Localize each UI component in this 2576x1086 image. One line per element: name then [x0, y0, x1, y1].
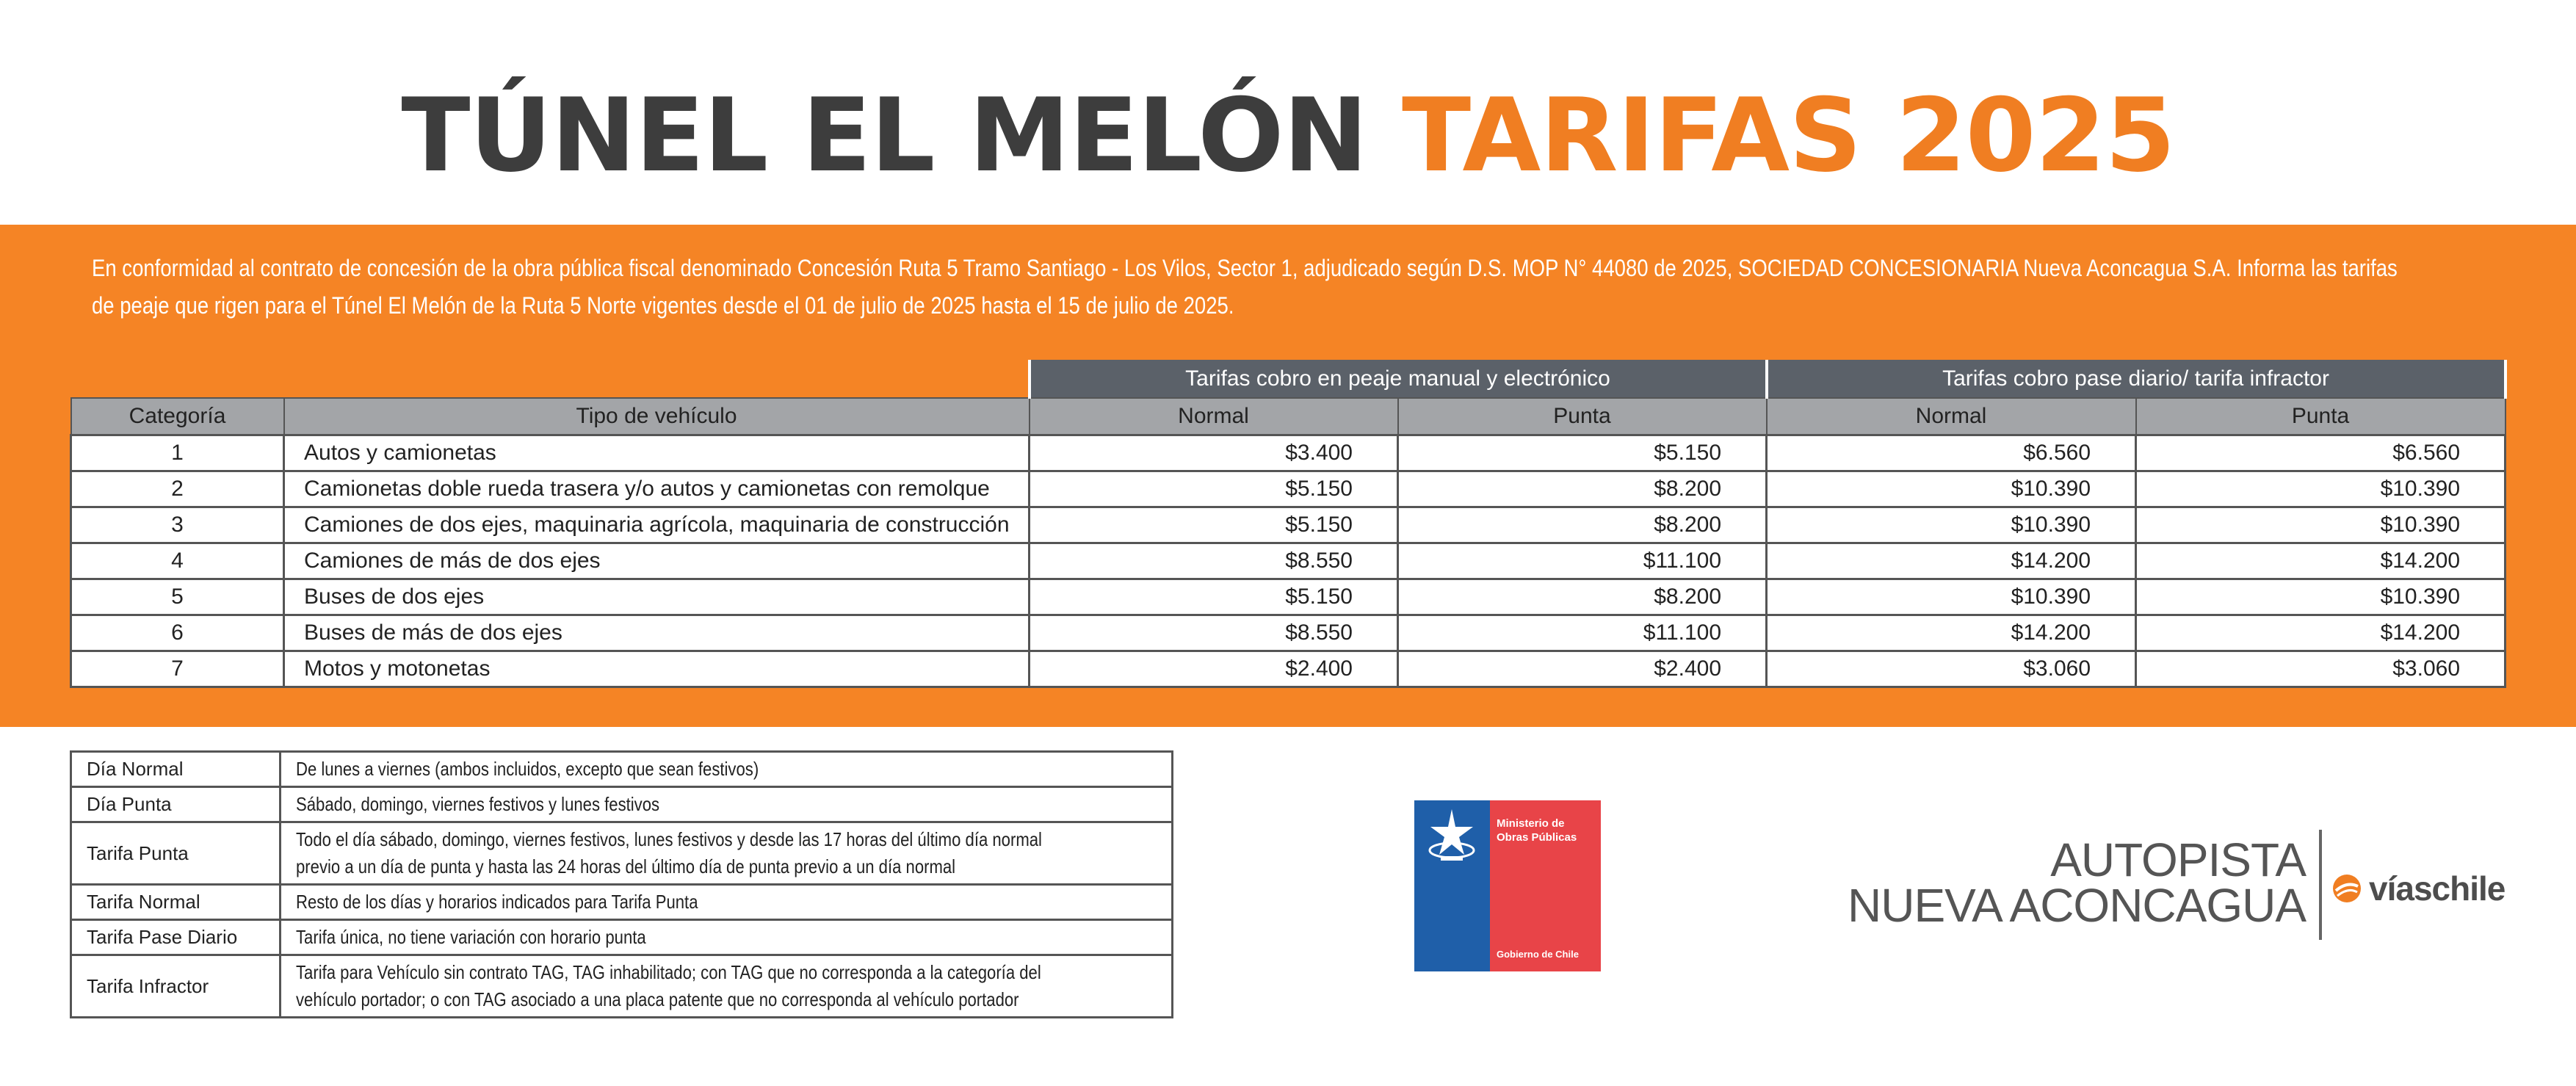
definition-term: Tarifa Punta: [70, 821, 281, 886]
page-title: TÚNEL EL MELÓN TARIFAS 2025: [0, 77, 2576, 195]
cell-category: 2: [70, 470, 285, 508]
cell-manual-punta: $8.200: [1396, 578, 1768, 616]
fare-column-header-row: Categoría Tipo de vehículo Normal Punta …: [70, 397, 2506, 436]
table-row: 6 Buses de más de dos ejes $8.550 $11.10…: [70, 614, 2507, 652]
cell-vehicle-type: Motos y motonetas: [283, 650, 1030, 688]
cell-manual-normal: $2.400: [1028, 650, 1399, 688]
title-part-tarifas: TARIFAS 2025: [1402, 76, 2176, 195]
cell-vehicle-type: Camiones de dos ejes, maquinaria agrícol…: [283, 506, 1030, 544]
header-categoria: Categoría: [70, 397, 285, 436]
ministry-name: Ministerio de Obras Públicas: [1497, 817, 1577, 844]
cell-pase-normal: $3.060: [1765, 650, 2138, 688]
definitions-table: Día Normal De lunes a viernes (ambos inc…: [70, 750, 1173, 1018]
cell-manual-punta: $8.200: [1396, 506, 1768, 544]
cell-manual-punta: $5.150: [1396, 434, 1768, 472]
table-row: 2 Camionetas doble rueda trasera y/o aut…: [70, 470, 2507, 508]
table-row: 3 Camiones de dos ejes, maquinaria agríc…: [70, 506, 2507, 544]
table-row: 5 Buses de dos ejes $5.150 $8.200 $10.39…: [70, 578, 2507, 616]
chile-coat-of-arms-icon: [1428, 809, 1475, 861]
government-name: Gobierno de Chile: [1497, 949, 1579, 960]
definition-row: Tarifa Punta Todo el día sábado, domingo…: [70, 821, 1173, 886]
fare-group-header-row: Tarifas cobro en peaje manual y electrón…: [71, 360, 2507, 398]
definition-text: Todo el día sábado, domingo, viernes fes…: [279, 821, 1173, 886]
cell-pase-normal: $14.200: [1765, 614, 2138, 652]
cell-category: 1: [70, 434, 285, 472]
definition-row: Tarifa Pase Diario Tarifa única, no tien…: [70, 919, 1173, 956]
table-row: 4 Camiones de más de dos ejes $8.550 $11…: [70, 542, 2507, 580]
cell-manual-normal: $5.150: [1028, 578, 1399, 616]
cell-pase-punta: $14.200: [2135, 614, 2507, 652]
cell-pase-punta: $14.200: [2135, 542, 2507, 580]
cell-pase-punta: $10.390: [2135, 506, 2507, 544]
cell-pase-normal: $14.200: [1765, 542, 2138, 580]
title-part-tunnel: TÚNEL EL MELÓN: [401, 76, 1368, 195]
viaschile-logo: víaschile: [2331, 866, 2506, 911]
cell-pase-normal: $10.390: [1765, 470, 2138, 508]
cell-pase-normal: $10.390: [1765, 578, 2138, 616]
header-pase-punta: Punta: [2135, 397, 2506, 436]
definition-text: Tarifa para Vehículo sin contrato TAG, T…: [279, 954, 1173, 1018]
cell-manual-normal: $3.400: [1028, 434, 1399, 472]
definition-row: Tarifa Normal Resto de los días y horari…: [70, 883, 1173, 921]
cell-vehicle-type: Camionetas doble rueda trasera y/o autos…: [283, 470, 1030, 508]
cell-category: 3: [70, 506, 285, 544]
definition-text: Sábado, domingo, viernes festivos y lune…: [279, 786, 1173, 823]
definition-text: Resto de los días y horarios indicados p…: [279, 883, 1173, 921]
table-row: 1 Autos y camionetas $3.400 $5.150 $6.56…: [70, 434, 2507, 472]
logo-divider: [2319, 830, 2322, 940]
definition-row: Día Normal De lunes a viernes (ambos inc…: [70, 750, 1173, 788]
viaschile-wordmark: víaschile: [2369, 869, 2506, 908]
cell-vehicle-type: Camiones de más de dos ejes: [283, 542, 1030, 580]
cell-manual-punta: $11.100: [1396, 614, 1768, 652]
cell-manual-normal: $8.550: [1028, 542, 1399, 580]
cell-category: 5: [70, 578, 285, 616]
cell-manual-punta: $8.200: [1396, 470, 1768, 508]
cell-pase-punta: $3.060: [2135, 650, 2507, 688]
intro-line-1: En conformidad al contrato de concesión …: [92, 255, 2398, 281]
definition-term: Día Punta: [70, 786, 281, 823]
header-manual-normal: Normal: [1028, 397, 1399, 436]
cell-vehicle-type: Autos y camionetas: [283, 434, 1030, 472]
table-row: 7 Motos y motonetas $2.400 $2.400 $3.060…: [70, 650, 2507, 688]
definition-term: Día Normal: [70, 750, 281, 788]
autopista-logo-line2: NUEVA ACONCAGUA: [1848, 879, 2307, 932]
cell-pase-normal: $10.390: [1765, 506, 2138, 544]
intro-line-2: de peaje que rigen para el Túnel El Meló…: [92, 292, 1234, 319]
group-header-manual: Tarifas cobro en peaje manual y electrón…: [1027, 360, 1768, 398]
autopista-logo: AUTOPISTA NUEVA ACONCAGUA: [1836, 833, 2307, 932]
autopista-logo-line1: AUTOPISTA: [2050, 833, 2307, 886]
header-tipo-vehiculo: Tipo de vehículo: [283, 397, 1030, 436]
cell-pase-normal: $6.560: [1765, 434, 2138, 472]
definition-term: Tarifa Infractor: [70, 954, 281, 1018]
mop-government-logo: Ministerio de Obras Públicas Gobierno de…: [1414, 800, 1601, 971]
definition-term: Tarifa Normal: [70, 883, 281, 921]
definition-text: De lunes a viernes (ambos incluidos, exc…: [279, 750, 1173, 788]
cell-manual-punta: $2.400: [1396, 650, 1768, 688]
definition-term: Tarifa Pase Diario: [70, 919, 281, 956]
header-pase-normal: Normal: [1765, 397, 2137, 436]
fare-table: Tarifas cobro en peaje manual y electrón…: [70, 360, 2507, 688]
definition-text: Tarifa única, no tiene variación con hor…: [279, 919, 1173, 956]
cell-manual-normal: $8.550: [1028, 614, 1399, 652]
header-manual-punta: Punta: [1397, 397, 1768, 436]
cell-manual-punta: $11.100: [1396, 542, 1768, 580]
cell-category: 7: [70, 650, 285, 688]
cell-vehicle-type: Buses de más de dos ejes: [283, 614, 1030, 652]
intro-paragraph: En conformidad al contrato de concesión …: [92, 250, 2511, 325]
cell-category: 6: [70, 614, 285, 652]
group-header-pase-diario: Tarifas cobro pase diario/ tarifa infrac…: [1765, 360, 2507, 398]
viaschile-swirl-icon: [2333, 875, 2361, 902]
cell-pase-punta: $10.390: [2135, 470, 2507, 508]
definition-row: Día Punta Sábado, domingo, viernes festi…: [70, 786, 1173, 823]
cell-manual-normal: $5.150: [1028, 506, 1399, 544]
cell-manual-normal: $5.150: [1028, 470, 1399, 508]
cell-category: 4: [70, 542, 285, 580]
cell-pase-punta: $6.560: [2135, 434, 2507, 472]
cell-vehicle-type: Buses de dos ejes: [283, 578, 1030, 616]
definition-row: Tarifa Infractor Tarifa para Vehículo si…: [70, 954, 1173, 1018]
cell-pase-punta: $10.390: [2135, 578, 2507, 616]
